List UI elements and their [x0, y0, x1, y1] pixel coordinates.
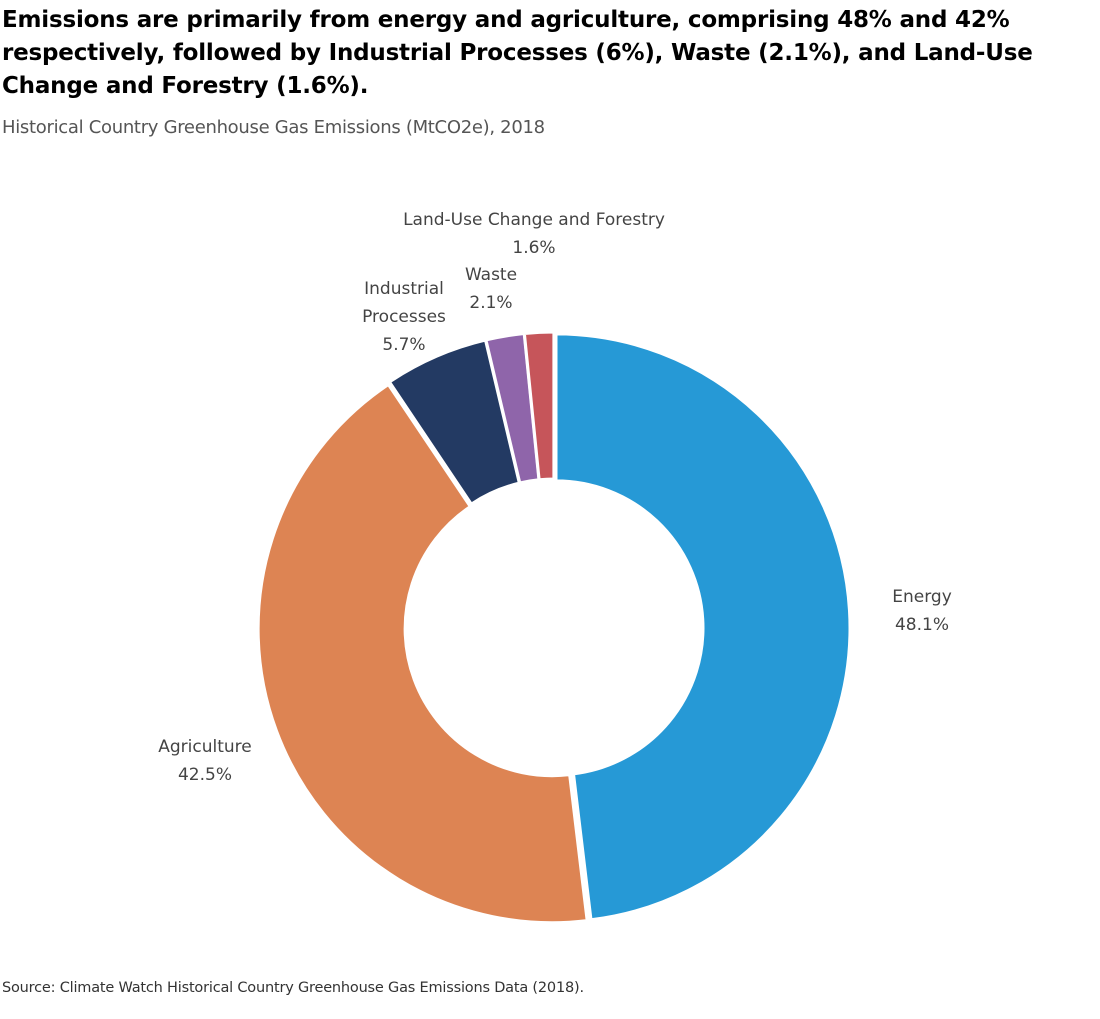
chart-title: Emissions are primarily from energy and …: [2, 7, 1033, 99]
label-name: Energy: [892, 587, 952, 607]
chart-subtitle: Historical Country Greenhouse Gas Emissi…: [2, 117, 545, 138]
slice-labels: Energy 48.1% Agriculture 42.5% Industrial Pro…: [158, 210, 952, 785]
label-waste: Waste 2.1%: [465, 265, 517, 313]
source-note: Source: Climate Watch Historical Country…: [2, 980, 584, 996]
slice-energy: [554, 332, 852, 922]
slice-agriculture: [256, 382, 589, 925]
label-energy: Energy 48.1%: [892, 587, 952, 635]
label-value: 48.1%: [895, 615, 949, 635]
label-name: Waste: [465, 265, 517, 285]
label-name: Land-Use Change and Forestry: [403, 210, 665, 230]
slice-land-use-change-and-forestry: [522, 330, 556, 482]
label-land-use-change-and-forestry: Land-Use Change and Forestry 1.6%: [403, 210, 665, 258]
label-name: Industrial: [364, 279, 444, 299]
label-value: 2.1%: [469, 293, 512, 313]
label-agriculture: Agriculture 42.5%: [158, 737, 252, 785]
label-value: 42.5%: [178, 765, 232, 785]
donut-slices: [256, 330, 852, 925]
label-name: Processes: [362, 307, 446, 327]
label-name: Agriculture: [158, 737, 252, 757]
label-industrial-processes: Industrial Processes 5.7%: [362, 279, 446, 355]
label-value: 1.6%: [512, 238, 555, 258]
label-value: 5.7%: [382, 335, 425, 355]
